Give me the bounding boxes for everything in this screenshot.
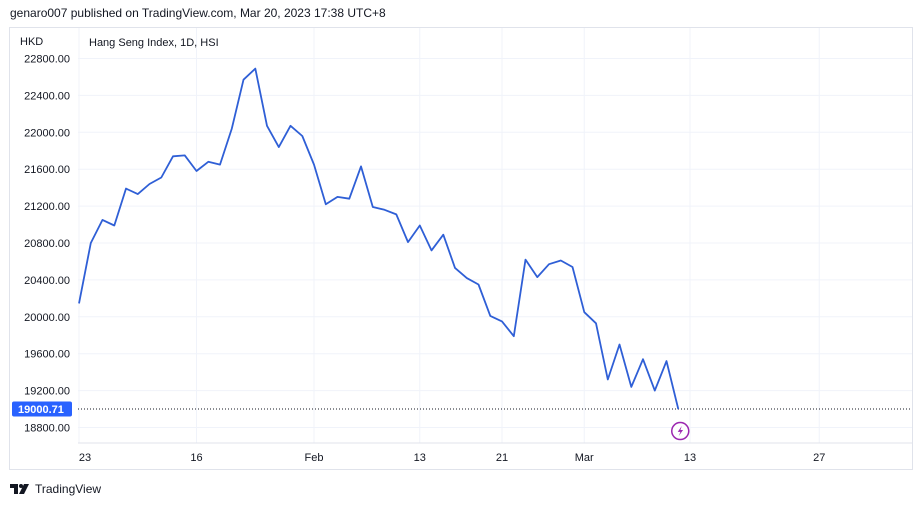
x-tick-label: Feb bbox=[305, 452, 324, 464]
publisher-header: genaro007 published on TradingView.com, … bbox=[10, 6, 386, 20]
y-tick-label: 20000.00 bbox=[24, 312, 70, 324]
y-tick-label: 20800.00 bbox=[24, 238, 70, 250]
y-tick-label: 21200.00 bbox=[24, 201, 70, 213]
y-tick-label: 22800.00 bbox=[24, 54, 70, 66]
last-price-badge: 19000.71 bbox=[12, 401, 72, 417]
grid-lines bbox=[78, 28, 912, 443]
flash-icon[interactable] bbox=[671, 421, 690, 441]
y-tick-label: 19600.00 bbox=[24, 349, 70, 361]
currency-label: HKD bbox=[20, 36, 43, 48]
x-tick-label: 23 bbox=[79, 452, 91, 464]
y-axis: 22800.00 22400.00 22000.00 21600.00 21200.00… bbox=[24, 54, 70, 435]
footer-brand-name: TradingView bbox=[35, 482, 102, 496]
y-tick-label: 19200.00 bbox=[24, 386, 70, 398]
y-tick-label: 22000.00 bbox=[24, 127, 70, 139]
chart-title: Hang Seng Index, 1D, HSI bbox=[89, 37, 219, 49]
y-tick-label: 20400.00 bbox=[24, 275, 70, 287]
tradingview-logo-icon bbox=[10, 484, 29, 494]
footer-brand[interactable]: TradingView bbox=[10, 481, 101, 497]
x-axis: 23 16 Feb 13 21 Mar 13 27 bbox=[79, 452, 826, 464]
x-tick-label: 13 bbox=[414, 452, 426, 464]
x-tick-label: Mar bbox=[575, 452, 594, 464]
y-tick-label: 21600.00 bbox=[24, 164, 70, 176]
x-tick-label: 13 bbox=[684, 452, 696, 464]
x-tick-label: 27 bbox=[813, 452, 825, 464]
chart-frame bbox=[9, 27, 913, 470]
last-price-badge-bg bbox=[12, 401, 72, 417]
x-tick-label: 16 bbox=[190, 452, 202, 464]
y-tick-label: 18800.00 bbox=[24, 423, 70, 435]
x-tick-label: 21 bbox=[496, 452, 508, 464]
y-tick-label: 22400.00 bbox=[24, 90, 70, 102]
series-line[interactable] bbox=[78, 67, 680, 410]
last-price-badge-text: 19000.71 bbox=[18, 404, 64, 416]
